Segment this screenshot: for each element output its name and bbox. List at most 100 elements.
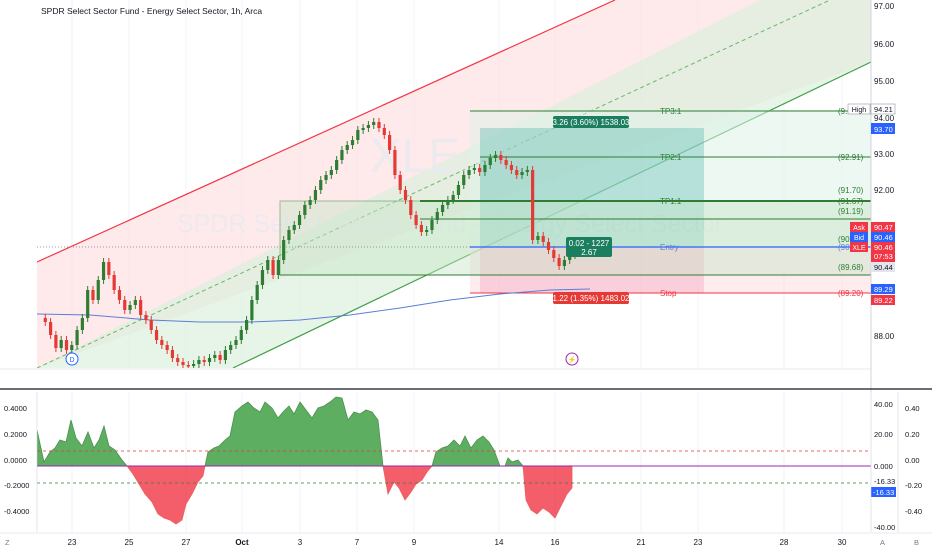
- stop-value: (89.20): [838, 289, 864, 298]
- extra-value-4: (89.68): [838, 263, 864, 272]
- candle-body: [260, 270, 265, 285]
- zoom-button[interactable]: Z: [5, 538, 10, 547]
- candle-body: [197, 360, 201, 364]
- open-pnl-line2: 2.67: [581, 248, 597, 257]
- candle-body: [239, 330, 243, 340]
- high-value: 94.21: [874, 105, 893, 114]
- candle-body: [462, 175, 466, 185]
- time-axis[interactable]: 23 25 27 Oct 3 7 9 14 16 21 23 28 30 Z A…: [0, 532, 932, 547]
- oscillator-negative-area-2: [382, 465, 433, 501]
- main-pane[interactable]: XLE, 1h SPDR Select Sector Fund - Energy…: [37, 0, 871, 370]
- candle-body: [504, 160, 508, 165]
- profit-inner-zone[interactable]: [480, 128, 704, 247]
- candle-body: [154, 330, 159, 340]
- candle-body: [176, 358, 180, 362]
- candle-body: [472, 168, 476, 170]
- entry-value: (90...: [838, 243, 856, 252]
- tp1-label: TP1:1: [660, 197, 682, 206]
- candle-body: [75, 330, 79, 345]
- candle-body: [499, 155, 503, 160]
- candle-body: [340, 150, 344, 160]
- time-label-30: 30: [838, 538, 847, 547]
- b-button[interactable]: B: [914, 538, 919, 547]
- candle-body: [414, 215, 418, 225]
- chart-title: SPDR Select Sector Fund - Energy Select …: [41, 6, 262, 16]
- time-label-9: 9: [412, 538, 417, 547]
- auto-scale-button[interactable]: A: [880, 538, 885, 547]
- candle-body: [234, 340, 238, 345]
- extra-value-1: (91.70): [838, 186, 864, 195]
- candle-body: [128, 305, 132, 310]
- osc-left-label-1: 0.4000: [4, 404, 27, 413]
- oscillator-positive-area: [37, 419, 128, 467]
- candle-body: [440, 205, 445, 212]
- candle-body: [356, 130, 360, 140]
- candle-body: [218, 355, 222, 360]
- candle-body: [117, 290, 122, 300]
- candle-body: [520, 172, 524, 175]
- candle-body: [350, 140, 355, 145]
- candle-body: [557, 258, 561, 266]
- candle-body: [207, 358, 212, 362]
- time-label-7: 7: [355, 538, 360, 547]
- candle-body: [361, 128, 365, 130]
- time-label-16: 16: [551, 538, 560, 547]
- price-label-88: 88.00: [874, 332, 895, 341]
- candle-body: [324, 175, 328, 180]
- dividend-marker[interactable]: D: [65, 352, 79, 366]
- candle-body: [409, 200, 413, 215]
- candle-body: [202, 360, 206, 362]
- candle-body: [223, 350, 227, 360]
- candle-body: [70, 345, 74, 350]
- candle-body: [86, 290, 90, 318]
- candle-body: [64, 340, 69, 350]
- candle-body: [192, 364, 196, 366]
- open-pnl-pill[interactable]: 0.02 - 1227 2.67: [566, 237, 612, 257]
- candle-body: [515, 170, 519, 175]
- extra-value-3: (90...: [838, 235, 856, 244]
- candles: [43, 118, 577, 368]
- candle-body: [546, 242, 551, 250]
- oscillator-pane[interactable]: 0.4000 0.2000 0.0000 -0.2000 -0.4000 40.…: [4, 392, 922, 532]
- entry-label: Entry: [660, 243, 679, 252]
- candle-body: [552, 250, 556, 258]
- price-label-96: 96.00: [874, 40, 895, 49]
- osc-right-label-2: 0.20: [905, 430, 920, 439]
- candle-body: [419, 225, 423, 232]
- target-pill[interactable]: 3.26 (3.60%) 1538.03: [553, 116, 630, 128]
- price-label-95: 95.00: [874, 77, 895, 86]
- osc-right-label-4: -0.20: [905, 481, 922, 490]
- candle-body: [271, 260, 275, 275]
- candle-body: [112, 275, 116, 290]
- symbol-label: XLE: [852, 245, 866, 252]
- time-label-23: 23: [68, 538, 77, 547]
- candle-body: [96, 280, 100, 300]
- candle-body: [430, 220, 434, 230]
- candle-body: [541, 236, 545, 242]
- stop-pill[interactable]: 1.22 (1.35%) 1483.02: [553, 292, 630, 304]
- price-axis[interactable]: 97.00 96.00 95.00 94.00 93.00 92.00 88.0…: [847, 0, 896, 392]
- osc-left-label-4: -0.2000: [4, 481, 29, 490]
- candle-body: [229, 345, 233, 350]
- candle-body: [213, 355, 217, 358]
- tp3-value: (9...: [838, 107, 852, 116]
- candle-body: [244, 320, 249, 330]
- time-label-23b: 23: [694, 538, 703, 547]
- profit-zone[interactable]: [470, 110, 871, 247]
- tp2-value: (92.91): [838, 153, 864, 162]
- candle-body: [536, 236, 540, 240]
- candle-body: [446, 200, 450, 205]
- last-high-value: 93.70: [874, 125, 893, 134]
- candle-body: [403, 190, 408, 200]
- split-marker[interactable]: ⚡: [565, 352, 579, 366]
- osc-right-label-5: -0.40: [905, 507, 922, 516]
- candle-body: [133, 300, 137, 305]
- osc-mid-label-2: 20.00: [874, 430, 893, 439]
- stop-price-value: 89.22: [874, 296, 893, 305]
- candle-body: [181, 362, 185, 365]
- candle-body: [388, 135, 392, 150]
- loss-zone[interactable]: [470, 247, 871, 293]
- target-levels: TP3:1 (9... TP2:1 (92.91) (91.70) TP1:1 …: [280, 107, 871, 276]
- candle-body: [568, 255, 572, 260]
